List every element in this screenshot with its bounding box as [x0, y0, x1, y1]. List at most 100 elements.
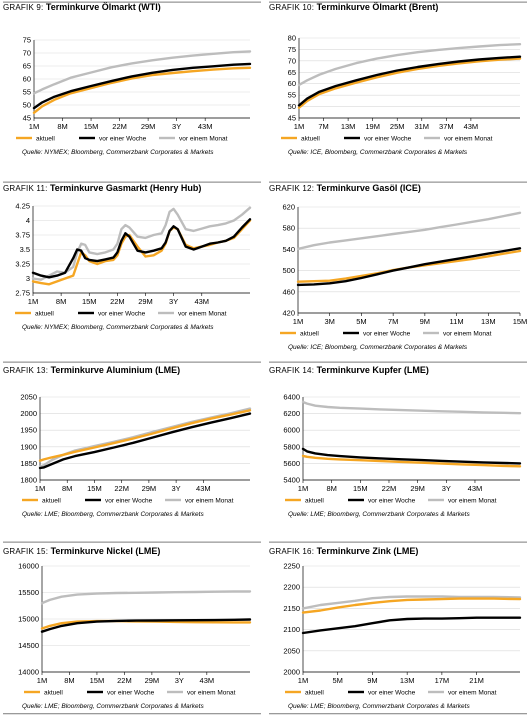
chart-title-prefix: GRAFIK 11:	[3, 184, 50, 193]
legend-label: vor einer Woche	[368, 497, 416, 504]
x-tick-label: 3Y	[172, 484, 181, 493]
x-tick-label: 29M	[141, 122, 156, 131]
panel-top-rule	[269, 541, 527, 543]
bottom-rule-left	[3, 713, 261, 715]
x-tick-label: 37M	[439, 122, 454, 131]
y-tick-label: 70	[23, 49, 31, 58]
series-line-1	[38, 412, 252, 470]
y-tick-label: 580	[282, 224, 295, 233]
chart-title-prefix: GRAFIK 12:	[269, 184, 317, 193]
series-line-2	[296, 211, 522, 251]
series-line-1	[301, 447, 522, 465]
legend-label: vor einer Woche	[107, 689, 155, 696]
y-tick-label: 3	[26, 274, 30, 283]
x-tick-label: 15M	[87, 484, 102, 493]
series-line-1	[31, 218, 252, 279]
x-tick-label: 5M	[356, 317, 366, 326]
bottom-rule-right	[269, 713, 527, 715]
chart-title: GRAFIK 10: Terminkurve Ölmarkt (Brent)	[269, 2, 438, 12]
legend-label: vor einem Monat	[187, 689, 236, 696]
y-tick-label: 50	[23, 101, 31, 110]
chart-title: GRAFIK 14: Terminkurve Kupfer (LME)	[269, 365, 429, 375]
legend-label: aktuell	[305, 497, 324, 504]
series-line-1	[40, 618, 252, 633]
x-tick-label: 9M	[420, 317, 430, 326]
legend-label: vor einer Woche	[364, 135, 412, 142]
x-tick-label: 43M	[200, 676, 215, 685]
source-note: Quelle: NYMEX; Bloomberg, Commerzbank Co…	[22, 324, 214, 331]
x-tick-label: 43M	[468, 484, 483, 493]
y-tick-label: 50	[288, 102, 296, 111]
y-tick-label: 6000	[283, 426, 300, 435]
x-tick-label: 22M	[117, 676, 132, 685]
source-note: Quelle: LME; Bloomberg, Commerzbank Corp…	[22, 703, 204, 710]
x-tick-label: 9M	[367, 676, 377, 685]
series-line-1	[32, 62, 252, 110]
x-tick-label: 29M	[145, 676, 160, 685]
legend-label: vor einer Woche	[98, 310, 146, 317]
chart-title-prefix: GRAFIK 13:	[3, 366, 51, 375]
source-note: Quelle: LME; Bloomberg, Commerzbank Corp…	[22, 511, 204, 518]
y-tick-label: 5600	[283, 459, 300, 468]
panel-top-rule	[269, 1, 527, 3]
x-tick-label: 25M	[390, 122, 405, 131]
chart-title: GRAFIK 9: Terminkurve Ölmarkt (WTI)	[3, 2, 161, 12]
y-tick-label: 45	[23, 114, 31, 123]
chart-title-text: Terminkurve Ölmarkt (Brent)	[317, 2, 439, 12]
y-tick-label: 2000	[20, 409, 37, 418]
y-tick-label: 65	[23, 62, 31, 71]
x-tick-label: 43M	[194, 297, 209, 306]
panel-top-rule	[3, 181, 261, 183]
x-tick-label: 1M	[29, 122, 39, 131]
source-note: Quelle: ICE, Bloomberg, Commerzbank Corp…	[288, 149, 468, 156]
legend-label: vor einem Monat	[185, 497, 234, 504]
panel-top-rule	[269, 181, 527, 183]
x-tick-label: 31M	[414, 122, 429, 131]
y-tick-label: 6400	[283, 393, 300, 402]
x-tick-label: 22M	[382, 484, 397, 493]
x-tick-label: 7M	[318, 122, 328, 131]
y-tick-label: 2000	[283, 668, 300, 677]
chart-title: GRAFIK 13: Terminkurve Aluminium (LME)	[3, 365, 180, 375]
source-note: Quelle: NYMEX; Bloomberg, Commerzbank Co…	[22, 149, 214, 156]
y-tick-label: 60	[23, 75, 31, 84]
x-tick-label: 43M	[196, 484, 211, 493]
chart-title-prefix: GRAFIK 16:	[269, 547, 317, 556]
chart-title-text: Terminkurve Zink (LME)	[317, 546, 419, 556]
y-tick-label: 2250	[283, 562, 300, 571]
y-tick-label: 620	[282, 203, 295, 212]
x-tick-label: 29M	[138, 297, 153, 306]
y-tick-label: 60	[288, 79, 296, 88]
x-tick-label: 8M	[57, 122, 67, 131]
legend-label: aktuell	[305, 689, 324, 696]
panel-top-rule	[3, 541, 261, 543]
x-tick-label: 3Y	[175, 676, 184, 685]
y-tick-label: 55	[288, 91, 296, 100]
chart-title-prefix: GRAFIK 14:	[269, 366, 317, 375]
y-tick-label: 4	[26, 216, 30, 225]
x-tick-label: 15M	[90, 676, 105, 685]
y-tick-label: 3.25	[15, 260, 30, 269]
series-line-1	[301, 616, 522, 635]
x-tick-label: 1M	[293, 317, 303, 326]
legend-label: aktuell	[300, 330, 319, 337]
x-tick-label: 3Y	[442, 484, 451, 493]
panel-top-rule	[269, 361, 527, 363]
x-tick-label: 11M	[450, 317, 464, 326]
y-tick-label: 3.5	[20, 245, 30, 254]
x-tick-label: 7M	[388, 317, 398, 326]
x-tick-label: 29M	[142, 484, 157, 493]
x-tick-label: 43M	[464, 122, 479, 131]
y-tick-label: 2.75	[15, 289, 30, 298]
x-tick-label: 15M	[82, 297, 97, 306]
y-tick-label: 1800	[20, 476, 37, 485]
x-tick-label: 43M	[198, 122, 213, 131]
x-tick-label: 3Y	[172, 122, 181, 131]
chart-title: GRAFIK 11: Terminkurve Gasmarkt (Henry H…	[3, 183, 201, 193]
y-tick-label: 6200	[283, 409, 300, 418]
x-tick-label: 15M	[84, 122, 99, 131]
